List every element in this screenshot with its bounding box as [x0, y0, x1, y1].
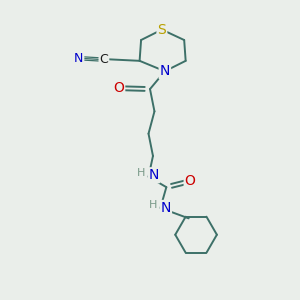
- Text: N: N: [160, 201, 171, 215]
- Text: C: C: [100, 53, 108, 66]
- Text: H: H: [137, 168, 145, 178]
- Text: O: O: [113, 81, 124, 95]
- Text: O: O: [185, 174, 196, 188]
- Text: N: N: [74, 52, 83, 65]
- Text: N: N: [160, 64, 170, 78]
- Text: N: N: [149, 168, 159, 182]
- Text: H: H: [149, 200, 157, 210]
- Text: S: S: [158, 22, 166, 37]
